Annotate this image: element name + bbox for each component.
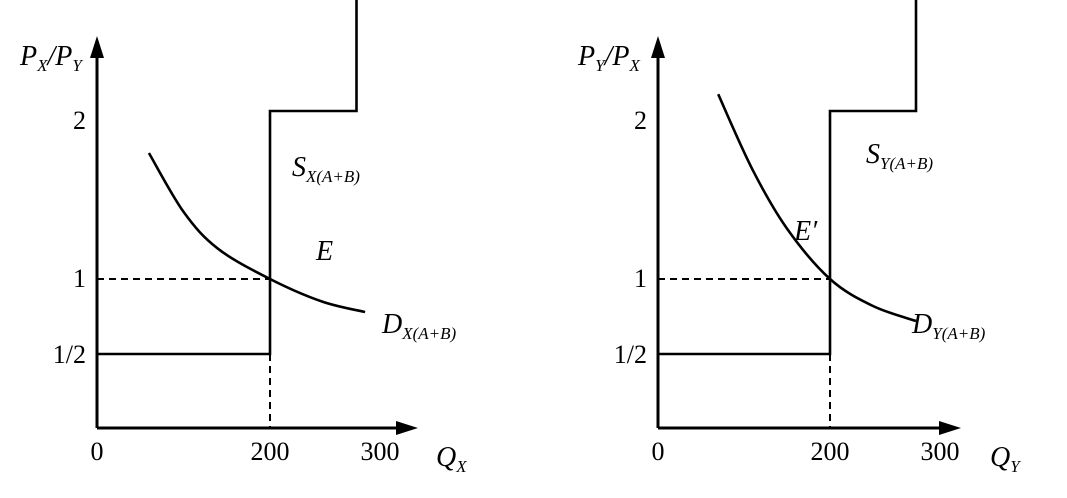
left-x-tick-200: 200 xyxy=(251,437,290,466)
left-y-tick-2: 2 xyxy=(73,106,86,135)
left-panel: PX/PY QX 0 200 300 1/2 1 2 SX(A+B) DX(A+… xyxy=(19,0,467,476)
left-equilibrium-label: E xyxy=(315,236,333,267)
left-supply-label: SX(A+B) xyxy=(292,152,360,186)
right-xlabel: QY xyxy=(990,442,1021,476)
left-xlabel: QX xyxy=(436,442,467,476)
right-x-tick-0: 0 xyxy=(652,437,665,466)
right-demand-curve xyxy=(717,93,917,323)
left-supply-curve xyxy=(97,0,358,356)
right-demand-label: DY(A+B) xyxy=(911,309,986,343)
left-ylabel: PX/PY xyxy=(19,41,83,75)
left-y-arrow xyxy=(90,36,104,58)
right-x-tick-300: 300 xyxy=(921,437,960,466)
left-x-arrow xyxy=(396,421,418,435)
right-supply-curve xyxy=(658,0,918,356)
right-x-tick-200: 200 xyxy=(811,437,850,466)
right-y-tick-half: 1/2 xyxy=(614,340,647,369)
left-demand-curve xyxy=(147,152,366,314)
right-x-arrow xyxy=(939,421,961,435)
right-panel: PY/PX QY 0 200 300 1/2 1 2 SY(A+B) DY(A+… xyxy=(577,0,1021,476)
left-x-tick-0: 0 xyxy=(91,437,104,466)
right-y-tick-1: 1 xyxy=(634,264,647,293)
right-equilibrium-label: E′ xyxy=(793,216,818,247)
right-y-tick-2: 2 xyxy=(634,106,647,135)
left-x-tick-300: 300 xyxy=(361,437,400,466)
left-y-tick-half: 1/2 xyxy=(53,340,86,369)
left-demand-label: DX(A+B) xyxy=(381,309,457,343)
right-ylabel: PY/PX xyxy=(577,41,640,75)
left-y-tick-1: 1 xyxy=(73,264,86,293)
right-supply-label: SY(A+B) xyxy=(866,139,933,173)
right-y-arrow xyxy=(651,36,665,58)
